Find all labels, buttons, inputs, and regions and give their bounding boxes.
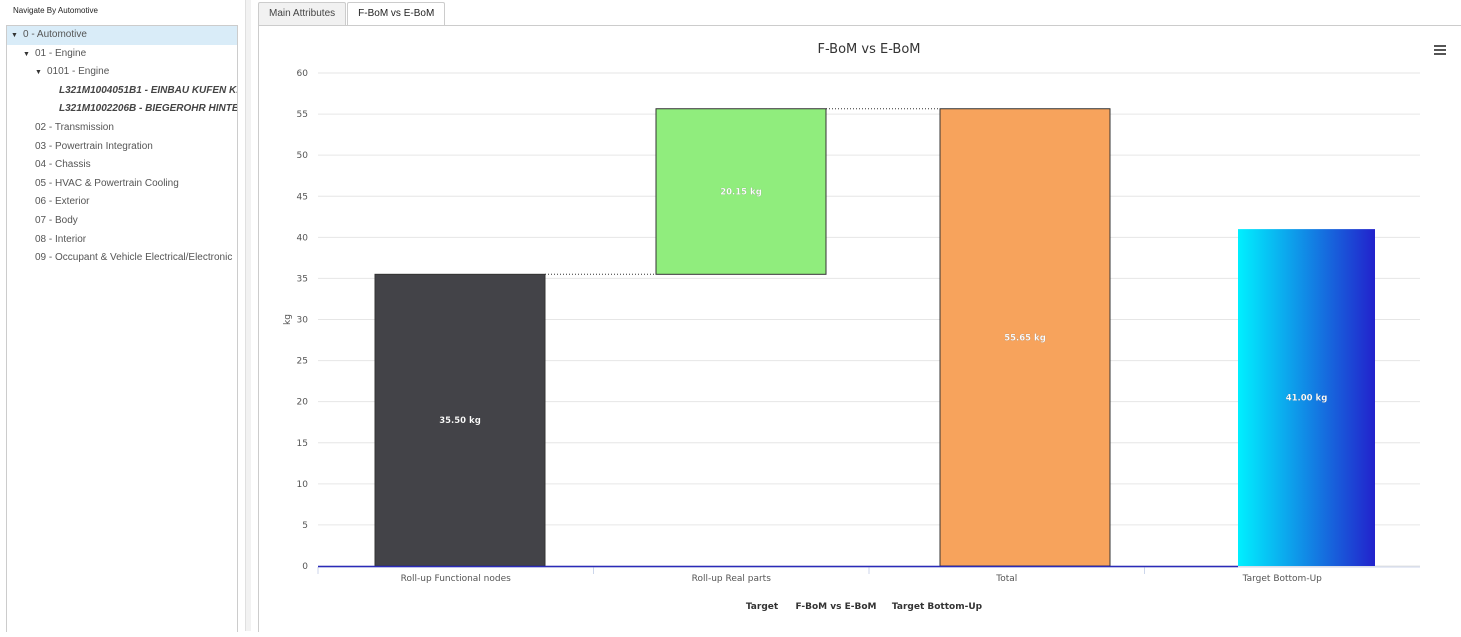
tree-node-label: 0101 - Engine [47,66,110,78]
tree-node[interactable]: ▼ 01 - Engine [7,45,237,64]
tree-node-label: L321M1004051B1 - EINBAU KUFEN K... [59,84,237,96]
chart-panel: F-BoM vs E-BoM 0 5 10 15 20 25 30 35 40 45 50 55 60 kg… [258,25,1461,632]
tree-node[interactable]: 03 - Powertrain Integration [7,138,237,157]
tree-node-label: 04 - Chassis [35,159,91,171]
tree-node[interactable]: 08 - Interior [7,231,237,250]
tree-node-label: L321M1002206B - BIEGEROHR HINTEN [59,103,237,115]
tree-node-label: 01 - Engine [35,47,87,59]
data-label: 55.65 kg [1004,333,1046,343]
y-tick-label: 5 [302,521,308,531]
bar[interactable] [1238,229,1375,566]
tree-node-label: 08 - Interior [35,233,87,245]
tree-node[interactable]: 05 - HVAC & Powertrain Cooling [7,175,237,194]
y-tick-label: 45 [297,192,308,202]
tree-node[interactable]: 02 - Transmission [7,119,237,138]
data-label: 35.50 kg [439,416,481,426]
x-tick-label: Total [995,574,1017,584]
y-tick-label: 35 [297,274,308,284]
y-tick-label: 50 [297,151,309,161]
nav-title: Navigate By Automotive [13,6,98,15]
bar[interactable] [939,108,1111,567]
tree-node[interactable]: 04 - Chassis [7,156,237,175]
tree-node[interactable]: ▼ 0101 - Engine [7,63,237,82]
x-tick-label: Roll-up Real parts [692,574,772,584]
y-tick-label: 25 [297,357,308,367]
expand-arrow-icon[interactable]: ▼ [11,32,18,39]
tree-node-label: 06 - Exterior [35,196,90,208]
navigation-tree: ▼ 0 - Automotive ▼ 01 - Engine ▼ 0101 - Engin… [6,25,238,632]
tab-fbom-vs-ebom[interactable]: F-BoM vs E-BoM [347,2,446,26]
x-tick-label: Roll-up Functional nodes [401,574,511,584]
tree-node-label: 0 - Automotive [23,29,87,40]
tree-node-label: 09 - Occupant & Vehicle Electrical/Elect… [35,252,233,264]
tree-node[interactable]: 07 - Body [7,212,237,231]
tree-node-label: 03 - Powertrain Integration [35,140,153,152]
bar[interactable] [655,108,827,275]
expand-arrow-icon[interactable]: ▼ [35,69,42,77]
y-tick-label: 10 [297,480,309,490]
tab-main-attributes[interactable]: Main Attributes [258,2,347,25]
tree-node-label: 02 - Transmission [35,121,114,133]
chart-title: F-BoM vs E-BoM [817,42,920,57]
y-tick-label: 0 [302,562,308,572]
legend-item[interactable]: F-BoM vs E-BoM [796,602,877,612]
legend-item[interactable]: Target Bottom-Up [892,602,983,612]
waterfall-chart: F-BoM vs E-BoM 0 5 10 15 20 25 30 35 40 45 50 55 60 kg… [283,42,1446,612]
y-tick-label: 40 [297,233,309,243]
legend-item[interactable]: Target [746,602,779,612]
tree-node-label: 07 - Body [35,214,78,226]
tree-node[interactable]: 09 - Occupant & Vehicle Electrical/Elect… [7,249,237,268]
data-label: 20.15 kg [720,188,762,198]
tree-node[interactable]: ▼ 0 - Automotive [7,26,237,45]
tree-node[interactable]: L321M1004051B1 - EINBAU KUFEN K... [7,82,237,101]
y-tick-label: 30 [297,316,309,326]
panel-splitter[interactable] [245,0,251,631]
tab-bar: Main Attributes F-BoM vs E-BoM [258,2,446,26]
tree-node-label: 05 - HVAC & Powertrain Cooling [35,177,179,189]
chart-menu-icon[interactable] [1434,45,1446,55]
y-tick-label: 60 [297,69,309,79]
bar[interactable] [374,273,546,567]
y-axis-label: kg [283,314,293,325]
y-tick-label: 55 [297,110,308,120]
expand-arrow-icon[interactable]: ▼ [23,50,30,58]
y-tick-label: 20 [297,398,309,408]
y-tick-label: 15 [297,439,308,449]
tree-node[interactable]: 06 - Exterior [7,193,237,212]
x-tick-label: Target Bottom-Up [1242,574,1323,584]
tree-node[interactable]: L321M1002206B - BIEGEROHR HINTEN [7,100,237,119]
data-label: 41.00 kg [1286,394,1328,404]
